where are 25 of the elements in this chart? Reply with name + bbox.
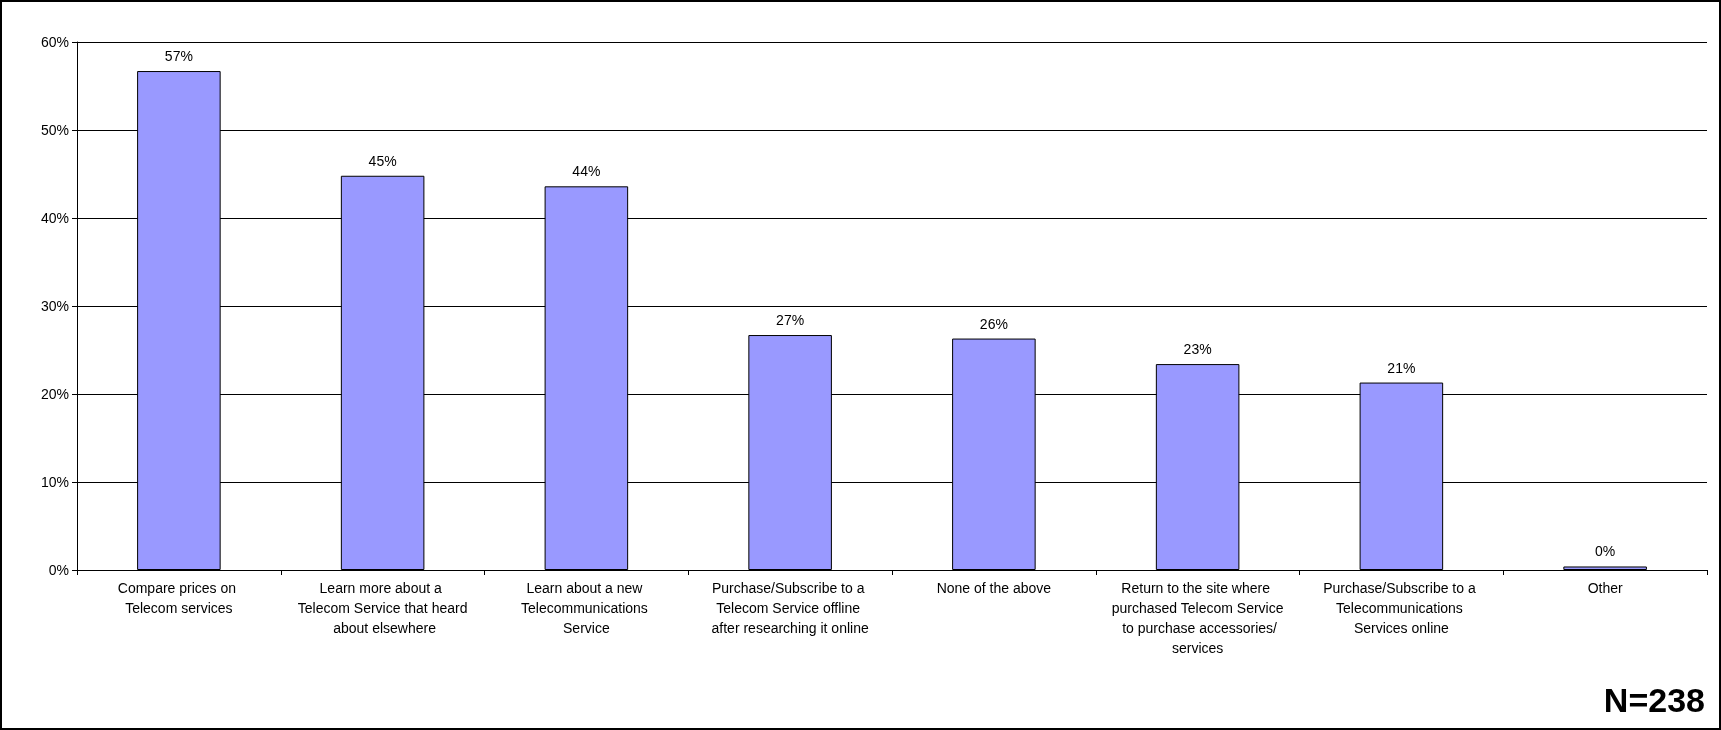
x-tick-label: Other bbox=[1587, 580, 1623, 596]
x-tick-label: None of the above bbox=[936, 580, 1052, 596]
text: N=238 bbox=[1603, 681, 1705, 720]
data-label: 0% bbox=[1595, 543, 1616, 560]
x-tick-label: Learn about a new Telecommunications Service bbox=[521, 580, 652, 636]
y-tick-label: 50% bbox=[40, 122, 69, 138]
x-tick-label: Return to the site where purchased Telecom Service to purchase accessories/services bbox=[1111, 580, 1284, 656]
y-tick-label: 40% bbox=[40, 210, 69, 226]
x-tick-label: Purchase/Subscribe to a Telecommunications Services online bbox=[1323, 580, 1480, 636]
data-label: 26% bbox=[979, 315, 1008, 332]
data-label: 23% bbox=[1183, 341, 1212, 358]
data-label: 44% bbox=[572, 163, 601, 180]
x-tick-label: Learn more about a Telecom Service that heard about elsewhere bbox=[297, 580, 468, 636]
data-label: 21% bbox=[1387, 359, 1416, 376]
y-tick-label: 30% bbox=[40, 298, 69, 314]
y-tick-label: 0% bbox=[48, 562, 69, 578]
data-label: 57% bbox=[164, 48, 193, 65]
y-tick-label: 10% bbox=[40, 474, 69, 490]
data-label: 45% bbox=[368, 152, 397, 169]
data-label: 27% bbox=[776, 312, 805, 329]
y-tick-label: 20% bbox=[40, 386, 69, 402]
y-tick-label: 60% bbox=[40, 34, 69, 50]
x-tick-label: Purchase/Subscribe to a Telecom Service offline after researching it online bbox=[711, 580, 869, 636]
bar bbox=[1563, 566, 1647, 570]
x-tick-label: Compare prices on Telecom services bbox=[117, 580, 240, 616]
